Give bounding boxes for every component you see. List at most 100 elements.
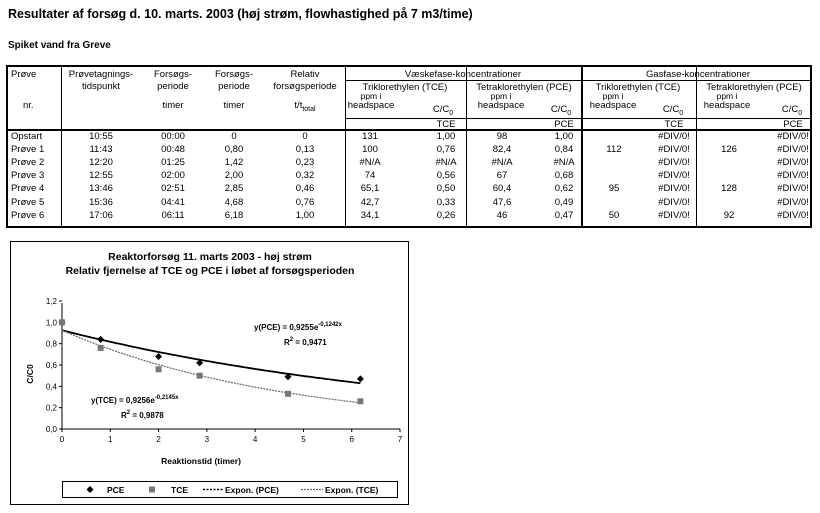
table-cell-fp1: 02:00 [161,170,185,182]
table-cell-fp1: 00:48 [161,144,185,156]
table-cell-g-tce-cc0: #DIV/0! [658,157,690,169]
table-cell-proeve: Prøve 6 [11,209,45,221]
y-tick-label: 0,8 [46,340,58,349]
y-tick-label: 1,2 [46,297,58,306]
header-divider-line [345,80,810,81]
table-cell-g-tce-cc0: #DIV/0! [658,209,690,221]
col-divider [466,67,467,226]
table-cell-g-pce-ppm: 128 [721,183,737,195]
table-cell-fp1: 04:41 [161,196,185,208]
subheader-divider-line [345,118,810,119]
table-cell-g-pce-ppm: 126 [721,144,737,156]
table-cell-fp2: 0 [231,131,237,142]
header-tidspunkt-2: tidspunkt [81,81,121,92]
trendline-equation: y(TCE) = 0,9256e-0,2145x [91,395,179,405]
table-cell-g-pce-cc0: #DIV/0! [777,144,809,156]
table-cell-g-pce-cc0: #DIV/0! [777,170,809,182]
header-proeve-nr: nr. [23,100,34,111]
header-g-pce-ppm: ppm i [716,91,738,101]
table-cell-g-tce-cc0: #DIV/0! [658,131,690,142]
col-divider [61,67,62,226]
header-vaeskefase-group: Væskefase-koncentrationer [404,69,522,80]
table-cell-g-tce-ppm: 112 [606,144,622,156]
table-cell-v-tce-ppm: 65,1 [360,183,380,195]
header-v-tce-ppm: ppm i [360,91,382,101]
table-cell-fp2: 0,80 [224,144,244,156]
table-cell-fp2: 6,18 [224,209,244,221]
table-cell-g-pce-cc0: #DIV/0! [777,209,809,221]
y-tick-label: 0,2 [46,404,58,413]
table-cell-v-pce-cc0: 1,00 [554,131,574,142]
table-cell-proeve: Prøve 5 [11,196,45,208]
table-cell-g-pce-cc0: #DIV/0! [777,183,809,195]
page-subtitle: Spiket vand fra Greve [8,40,111,51]
table-cell-v-tce-ppm: 100 [362,144,378,156]
header-g-tce-cc0: C/C0 [662,104,684,117]
table-cell-v-tce-ppm: #N/A [359,157,381,169]
header-v-tce-short: TCE [436,119,456,130]
y-tick-label: 0,0 [46,425,58,434]
table-cell-g-tce-cc0: #DIV/0! [658,144,690,156]
table-cell-v-pce-ppm: 46 [496,209,508,221]
table-cell-v-pce-cc0: 0,84 [554,144,574,156]
x-tick-label: 6 [349,435,354,444]
header-v-pce-headspace: headspace [477,100,525,111]
x-tick-label: 5 [301,435,306,444]
table-cell-tid: 10:55 [89,131,113,142]
table-cell-g-tce-cc0: #DIV/0! [658,183,690,195]
table-cell-fp1: 00:00 [161,131,185,142]
x-tick-label: 3 [205,435,210,444]
data-point-tce [155,366,162,373]
chart-svg: Reaktorforsøg 11. marts 2003 - høj strøm… [25,251,403,466]
header-proeve: Prøve [11,69,37,80]
legend-expon-tce-label: Expon. (TCE) [325,485,379,495]
legend-tce-label: TCE [171,485,188,495]
table-cell-v-pce-ppm: 98 [496,131,508,142]
table-cell-fp1: 01:25 [161,157,185,169]
trendline-tce-annotation: y(TCE) = 0,9256e-0,2145x R2 = 0,9878 [91,395,179,420]
header-g-tce-ppm: ppm i [602,91,624,101]
table-cell-v-pce-cc0: 0,62 [554,183,574,195]
header-g-pce-cc0: C/C0 [781,104,803,117]
table-cell-g-tce-cc0: #DIV/0! [658,170,690,182]
table-cell-g-tce-ppm: 50 [608,209,620,221]
table-cell-fp2: 4,68 [224,196,244,208]
table-cell-tid: 12:55 [89,170,113,182]
y-axis-label: C/C0 [25,364,35,384]
chart-legend: PCE TCE Expon. (PCE) Expon. (TCE) [62,481,398,498]
data-point-pce [284,373,292,381]
data-point-tce [196,372,203,379]
table-cell-tid: 12:20 [89,157,113,169]
table-cell-g-pce-cc0: #DIV/0! [777,196,809,208]
header-relativ-2: forsøgsperiode [273,81,337,92]
table-cell-v-tce-ppm: 74 [364,170,376,182]
x-tick-label: 2 [156,435,161,444]
table-cell-v-tce-cc0: 1,00 [436,131,456,142]
trendline-pce [61,329,361,385]
col-divider [696,67,697,226]
data-point-pce [97,335,105,343]
header-gasfase-group: Gasfase-koncentrationer [645,69,751,80]
table-cell-v-pce-cc0: 0,49 [554,196,574,208]
table-cell-fp1: 06:11 [161,209,185,221]
table-cell-fp1: 02:51 [161,183,185,195]
header-forsoegsperiode1-3: timer [162,100,184,111]
header-g-pce-short: PCE [783,119,803,130]
table-cell-rel: 1,00 [295,209,315,221]
table-cell-fp2: 1,42 [224,157,244,169]
group-divider [581,67,583,226]
header-v-pce-ppm: ppm i [490,91,512,101]
data-point-tce [59,319,65,326]
table-cell-tid: 13:46 [89,183,113,195]
table-cell-rel: 0,46 [295,183,315,195]
table-cell-proeve: Prøve 2 [11,157,45,169]
table-cell-fp2: 2,85 [224,183,244,195]
y-tick-label: 1,0 [46,318,58,327]
header-v-tce-headspace: headspace [347,100,395,111]
chart-title: Reaktorforsøg 11. marts 2003 - høj strøm [108,251,312,263]
chart-legend-svg: PCE TCE Expon. (PCE) Expon. (TCE) [86,485,379,495]
table-cell-g-tce-cc0: #DIV/0! [658,196,690,208]
table-cell-g-pce-cc0: #DIV/0! [777,131,809,142]
header-relativ-1: Relativ [290,69,320,80]
header-tidspunkt-1: Prøvetagnings- [68,69,134,80]
